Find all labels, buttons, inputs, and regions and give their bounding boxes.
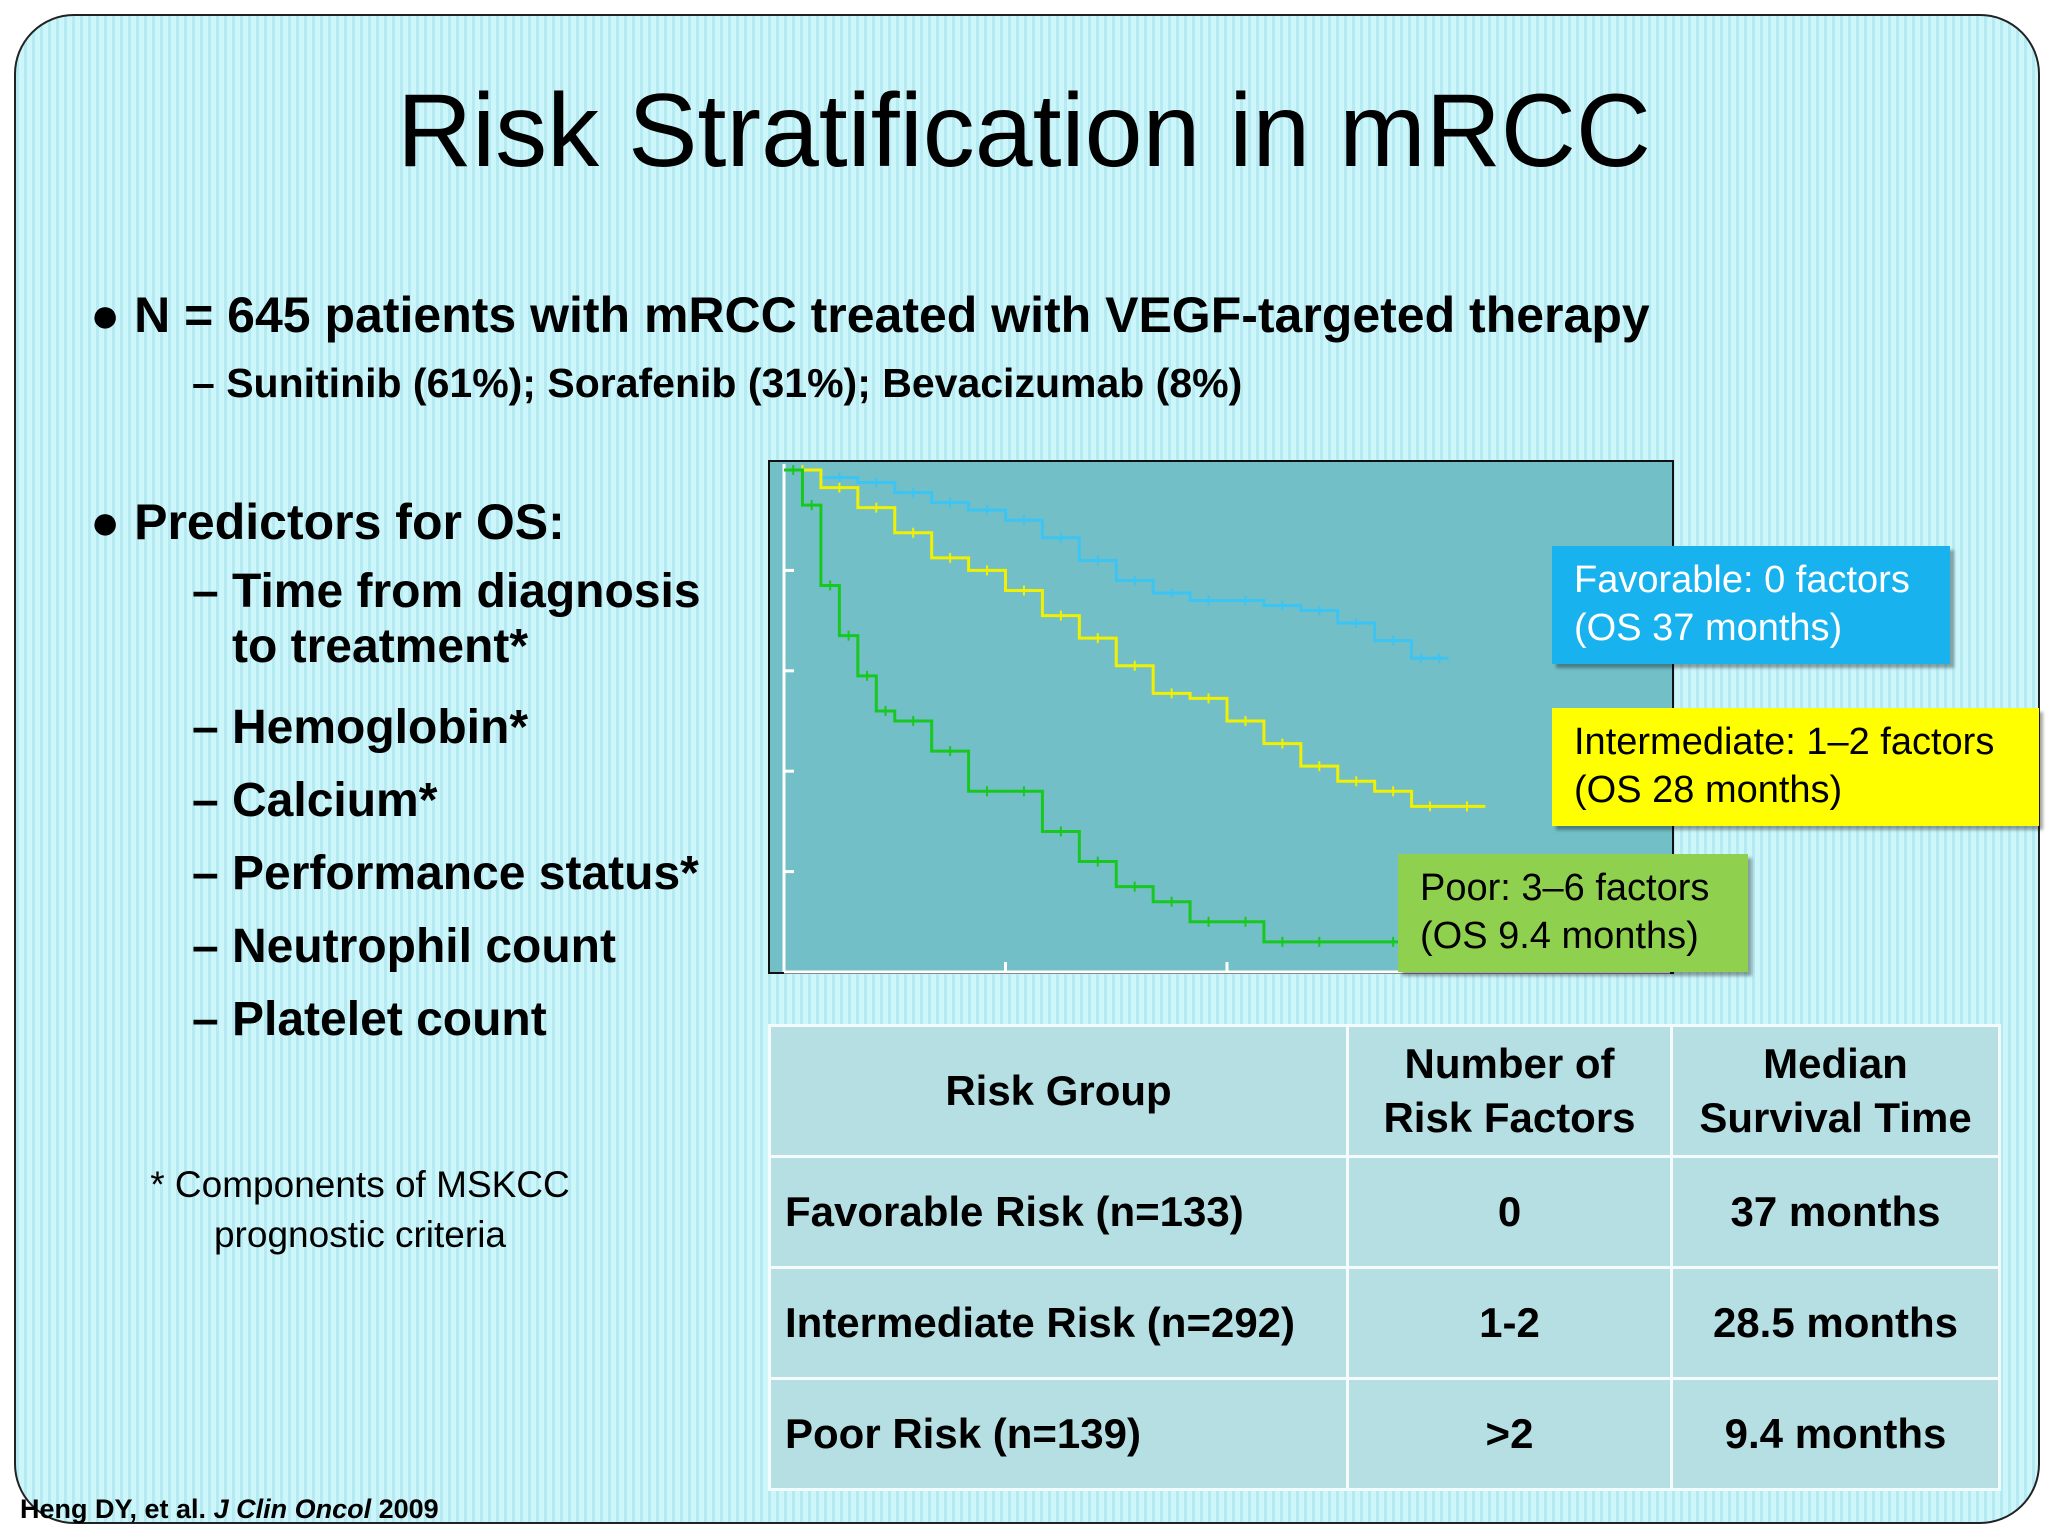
bullet-patients: ● N = 645 patients with mRCC treated wit… (90, 287, 1650, 343)
callout-poor: Poor: 3–6 factors (OS 9.4 months) (1398, 854, 1748, 972)
bullet-predictors: ● Predictors for OS: (90, 494, 565, 550)
predictor-label: Hemoglobin* (232, 701, 528, 754)
table-header-risk-factors: Number of Risk Factors (1346, 1024, 1673, 1158)
risk-table: Risk Group Number of Risk Factors Median S… (768, 1024, 2001, 1491)
table-row: Poor Risk (n=139) >2 9.4 months (768, 1377, 2001, 1491)
table-cell-survival: 28.5 months (1670, 1266, 2001, 1380)
footnote-line: prognostic criteria (213, 1214, 506, 1255)
table-row: Favorable Risk (n=133) 0 37 months (768, 1155, 2001, 1269)
table-cell-factors: 1-2 (1346, 1266, 1673, 1380)
callout-favorable-label: Favorable: 0 factors (1574, 559, 1910, 601)
predictor-label: Performance status* (232, 847, 699, 900)
table-cell-factors: >2 (1346, 1377, 1673, 1491)
callout-intermediate-os: (OS 28 months) (1574, 769, 1843, 811)
citation-authors: Heng DY, et al. (20, 1494, 214, 1524)
citation-journal: J Clin Oncol (213, 1494, 372, 1524)
callout-poor-os: (OS 9.4 months) (1420, 915, 1699, 957)
table-cell-risk-group: Poor Risk (n=139) (768, 1377, 1349, 1491)
table-cell-risk-group: Intermediate Risk (n=292) (768, 1266, 1349, 1380)
table-header-risk-group: Risk Group (768, 1024, 1349, 1158)
predictor-item: – Performance status* (192, 847, 699, 900)
survival-curves (784, 465, 1486, 947)
predictor-label: Calcium* (232, 774, 438, 827)
footnote: * Components of MSKCC prognostic criteri… (110, 1160, 610, 1260)
table-cell-risk-group: Favorable Risk (n=133) (768, 1155, 1349, 1269)
footnote-line: * Components of MSKCC (150, 1164, 570, 1205)
predictor-item: – Time from diagnosis to treatment* (192, 565, 701, 673)
table-header-survival: Median Survival Time (1670, 1024, 2001, 1158)
table-cell-survival: 37 months (1670, 1155, 2001, 1269)
table-header-row: Risk Group Number of Risk Factors Median S… (768, 1024, 2001, 1158)
predictor-label: Neutrophil count (232, 920, 616, 973)
callout-favorable: Favorable: 0 factors (OS 37 months) (1552, 546, 1950, 664)
bullet-therapies: – Sunitinib (61%); Sorafenib (31%); Beva… (192, 360, 1243, 406)
predictor-item: – Neutrophil count (192, 920, 616, 973)
predictor-label: Time from diagnosis (232, 565, 701, 618)
predictor-label: Platelet count (232, 993, 547, 1046)
table-row: Intermediate Risk (n=292) 1-2 28.5 month… (768, 1266, 2001, 1380)
curve-intermediate (784, 468, 1486, 808)
callout-poor-label: Poor: 3–6 factors (1420, 867, 1710, 909)
callout-favorable-os: (OS 37 months) (1574, 607, 1843, 649)
callout-intermediate-label: Intermediate: 1–2 factors (1574, 721, 1995, 763)
predictor-item: – Hemoglobin* (192, 701, 528, 754)
predictor-item: – Calcium* (192, 774, 438, 827)
citation: Heng DY, et al. J Clin Oncol 2009 (20, 1494, 439, 1525)
predictor-label-continued: to treatment* (232, 620, 529, 673)
table-cell-factors: 0 (1346, 1155, 1673, 1269)
citation-year: 2009 (371, 1494, 439, 1524)
curve-favorable (784, 468, 1449, 660)
slide-title: Risk Stratification in mRCC (396, 73, 1652, 189)
callout-intermediate: Intermediate: 1–2 factors (OS 28 months) (1552, 708, 2039, 826)
table-cell-survival: 9.4 months (1670, 1377, 2001, 1491)
predictor-item: – Platelet count (192, 993, 547, 1046)
